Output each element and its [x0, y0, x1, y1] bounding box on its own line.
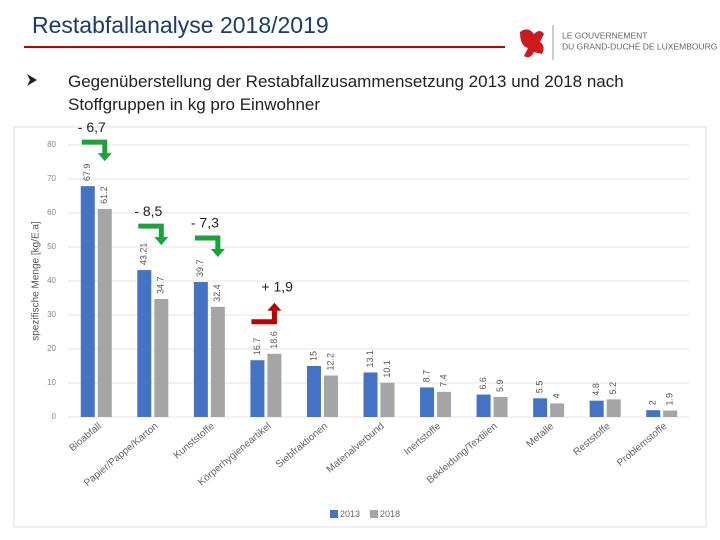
annotation-arrowhead — [97, 153, 112, 162]
x-tick-label: Bioabfall — [67, 421, 103, 454]
bar — [323, 375, 338, 417]
value-label: 4.8 — [591, 383, 601, 396]
bar — [193, 282, 208, 417]
x-tick-label: Siebfraktionen — [274, 421, 330, 471]
y-tick-label: 0 — [52, 412, 57, 421]
value-label: 18.6 — [269, 331, 279, 349]
annotation-arrow — [81, 139, 108, 155]
x-tick-label: Problemstoffe — [615, 421, 670, 469]
bullet-text: Gegenüberstellung der Restabfallzusammen… — [68, 72, 624, 114]
value-label: 39.7 — [195, 259, 205, 277]
bar — [306, 366, 321, 417]
slide-title: Restabfallanalyse 2018/2019 — [32, 12, 329, 38]
y-tick-label: 70 — [47, 174, 56, 183]
bar — [210, 306, 225, 417]
y-tick-label: 60 — [47, 208, 56, 217]
legend-swatch — [370, 510, 378, 518]
value-label: 4 — [552, 393, 562, 398]
chart-frame — [13, 126, 707, 528]
value-label: 13.1 — [365, 350, 375, 368]
bullet-arrow — [27, 74, 37, 86]
annotation: - 6,7 — [78, 119, 106, 135]
value-label: 1.9 — [665, 393, 675, 406]
bar — [493, 396, 508, 417]
value-label: 61.2 — [99, 186, 109, 204]
x-tick-label: Materialverbund — [325, 421, 387, 476]
bar — [589, 400, 604, 417]
x-tick-label: Metalle — [524, 421, 556, 450]
legend-label: 2013 — [340, 509, 360, 519]
value-label: 10.1 — [382, 360, 392, 378]
value-label: 15 — [308, 351, 318, 361]
annotation-arrowhead — [154, 237, 169, 246]
bar — [250, 360, 265, 417]
bar — [646, 410, 661, 417]
bar — [606, 399, 621, 417]
y-tick-label: 10 — [47, 378, 56, 387]
annotation-arrowhead — [210, 249, 225, 258]
value-label: 7.4 — [438, 374, 448, 387]
y-axis-label: spezifische Menge [kg/E.a] — [31, 221, 42, 341]
y-tick-label: 20 — [47, 344, 56, 353]
bar — [154, 299, 169, 417]
y-tick-label: 50 — [47, 242, 56, 251]
bar — [663, 410, 678, 417]
bar — [437, 391, 452, 417]
bar — [420, 387, 435, 417]
value-label: 12.2 — [325, 353, 335, 371]
annotation-arrowhead — [267, 302, 282, 311]
bar — [476, 394, 491, 417]
value-label: 43.21 — [139, 243, 149, 266]
value-label: 2 — [648, 400, 658, 405]
bar — [380, 382, 395, 417]
value-label: 16.7 — [252, 338, 262, 356]
annotation-arrow — [138, 223, 164, 239]
annotation-arrow — [251, 309, 277, 325]
value-label: 32.4 — [212, 284, 222, 302]
logo-text: DU GRAND-DUCHÉ DE LUXEMBOURG — [562, 41, 717, 51]
value-label: 34.7 — [156, 276, 166, 294]
logo-lion — [520, 29, 544, 58]
annotation: - 8,5 — [134, 203, 162, 219]
x-tick-label: Inertstoffe — [402, 421, 443, 458]
value-label: 5.9 — [495, 379, 505, 392]
value-label: 6.6 — [478, 377, 488, 390]
y-tick-label: 30 — [47, 310, 56, 319]
y-tick-label: 80 — [47, 140, 56, 149]
bar — [137, 270, 152, 417]
value-label: 5.5 — [535, 381, 545, 394]
annotation: + 1,9 — [261, 278, 293, 294]
x-tick-label: Kunststoffe — [172, 421, 218, 462]
bar — [363, 372, 378, 417]
legend-swatch — [330, 510, 338, 518]
y-tick-label: 40 — [47, 276, 56, 285]
legend-label: 2018 — [380, 509, 400, 519]
bar — [533, 398, 548, 417]
value-label: 67.9 — [82, 164, 92, 182]
value-label: 5.2 — [608, 382, 618, 395]
annotation-arrow — [194, 235, 221, 251]
value-label: 8.7 — [421, 370, 431, 383]
logo-text: LE GOUVERNEMENT — [562, 30, 648, 40]
bar — [80, 186, 95, 417]
bar — [550, 403, 565, 417]
bar — [267, 353, 282, 417]
x-tick-label: Reststoffe — [571, 421, 613, 459]
bar — [97, 208, 112, 417]
annotation: - 7,3 — [191, 215, 219, 231]
